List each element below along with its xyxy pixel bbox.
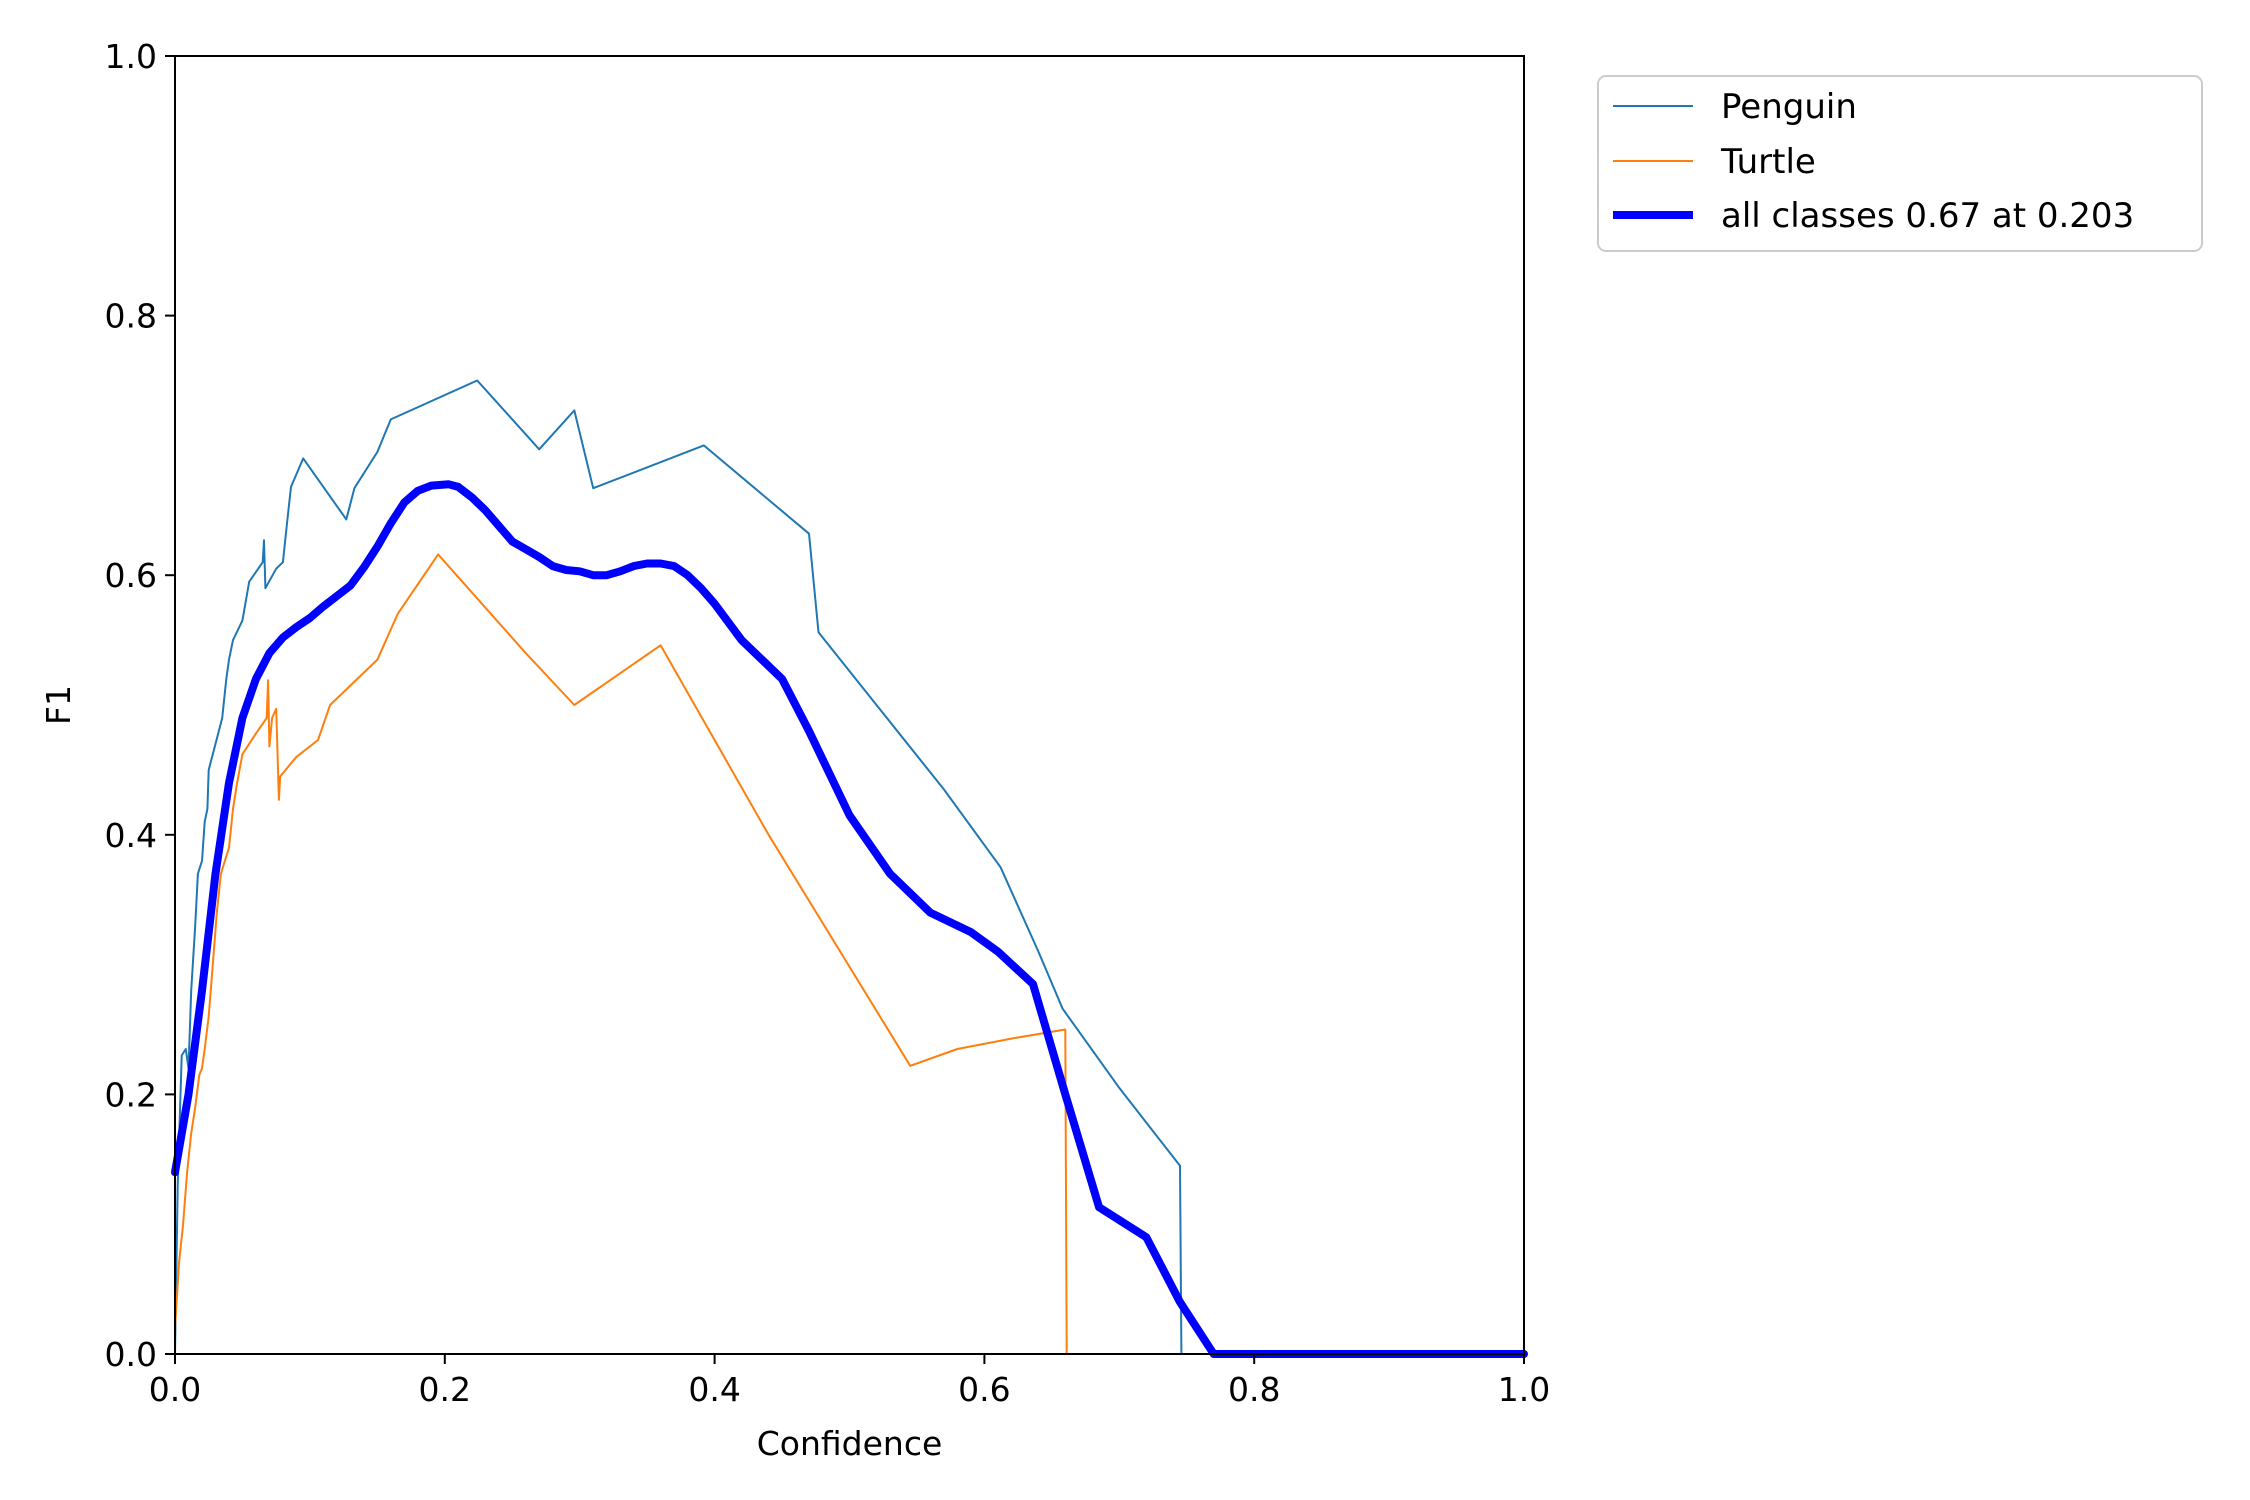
legend-box bbox=[1597, 75, 2203, 252]
series-layer bbox=[171, 379, 1528, 1358]
y-tick-label: 0.6 bbox=[105, 556, 157, 595]
series-line-all bbox=[171, 480, 1528, 1358]
x-tick-label: 0.0 bbox=[149, 1370, 201, 1409]
y-tick-label: 0.4 bbox=[105, 816, 157, 855]
legend-label-all-classes: all classes 0.67 at 0.203 bbox=[1721, 196, 2134, 236]
x-axis-label: Confidence bbox=[757, 1424, 943, 1463]
plot-frame bbox=[174, 55, 1525, 1355]
x-tick-label: 0.6 bbox=[958, 1370, 1010, 1409]
legend: Penguin Turtle all classes 0.67 at 0.203 bbox=[1597, 75, 2203, 252]
y-tick-label: 1.0 bbox=[105, 37, 157, 76]
ticks-layer: 0.0 0.2 0.4 0.6 0.8 1.0 0.0 0.2 0.4 0.6 0.8 1.0 bbox=[105, 37, 1551, 1409]
series-line-turtle bbox=[174, 553, 1525, 1355]
legend-label-turtle: Turtle bbox=[1720, 142, 1816, 182]
y-axis-label: F1 bbox=[39, 685, 78, 725]
x-tick-label: 0.8 bbox=[1228, 1370, 1280, 1409]
y-tick-label: 0.8 bbox=[105, 297, 157, 336]
y-tick-label: 0.0 bbox=[105, 1335, 157, 1374]
x-tick-label: 1.0 bbox=[1498, 1370, 1550, 1409]
x-tick-label: 0.2 bbox=[419, 1370, 471, 1409]
series-line-penguin bbox=[174, 379, 1525, 1355]
x-tick-label: 0.4 bbox=[688, 1370, 740, 1409]
y-tick-label: 0.2 bbox=[105, 1075, 157, 1114]
legend-label-penguin: Penguin bbox=[1721, 87, 1857, 127]
